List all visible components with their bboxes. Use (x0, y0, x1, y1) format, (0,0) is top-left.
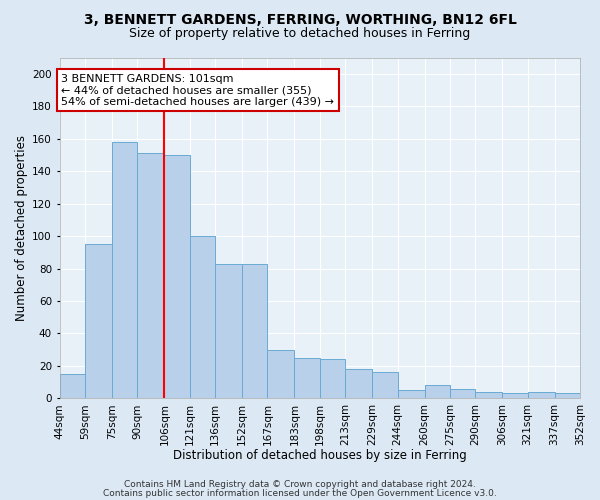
Text: 3, BENNETT GARDENS, FERRING, WORTHING, BN12 6FL: 3, BENNETT GARDENS, FERRING, WORTHING, B… (83, 12, 517, 26)
Text: Size of property relative to detached houses in Ferring: Size of property relative to detached ho… (130, 28, 470, 40)
Text: 3 BENNETT GARDENS: 101sqm
← 44% of detached houses are smaller (355)
54% of semi: 3 BENNETT GARDENS: 101sqm ← 44% of detac… (61, 74, 334, 107)
Text: Contains HM Land Registry data © Crown copyright and database right 2024.: Contains HM Land Registry data © Crown c… (124, 480, 476, 489)
Text: Contains public sector information licensed under the Open Government Licence v3: Contains public sector information licen… (103, 488, 497, 498)
X-axis label: Distribution of detached houses by size in Ferring: Distribution of detached houses by size … (173, 450, 467, 462)
Y-axis label: Number of detached properties: Number of detached properties (15, 135, 28, 321)
